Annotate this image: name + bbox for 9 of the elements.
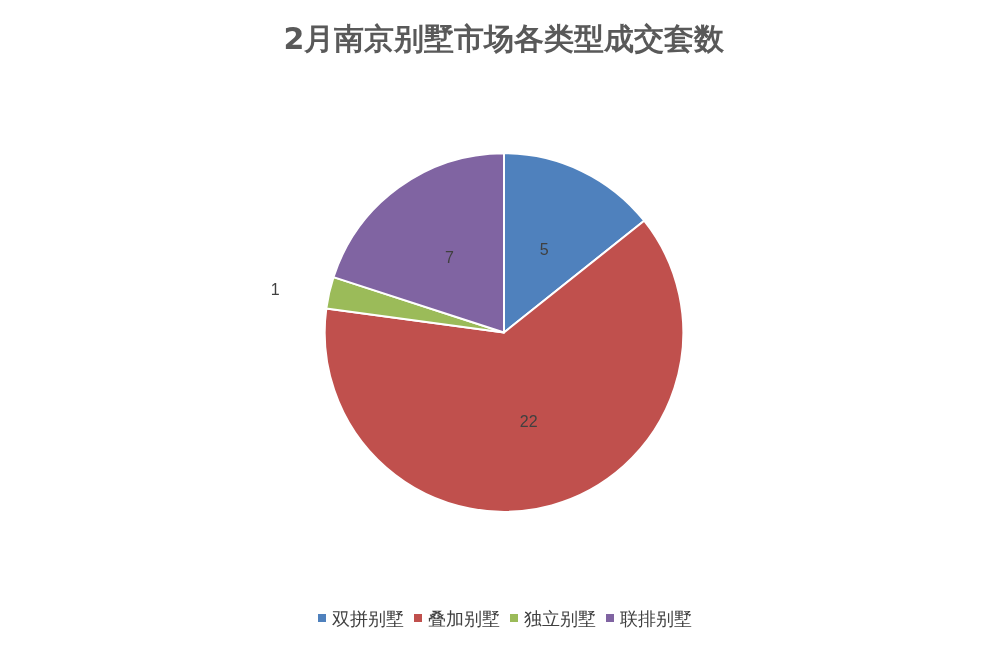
data-label: 7 <box>445 249 455 267</box>
data-label: 5 <box>539 240 549 258</box>
legend-label: 独立别墅 <box>524 607 596 629</box>
legend-label: 双拼别墅 <box>332 607 404 629</box>
legend-label: 叠加别墅 <box>428 607 500 629</box>
data-label: 22 <box>519 413 538 431</box>
data-label: 1 <box>270 280 280 298</box>
legend-label: 联排别墅 <box>620 607 692 629</box>
chart-title: 2月南京别墅市场各类型成交套数 <box>283 20 726 56</box>
